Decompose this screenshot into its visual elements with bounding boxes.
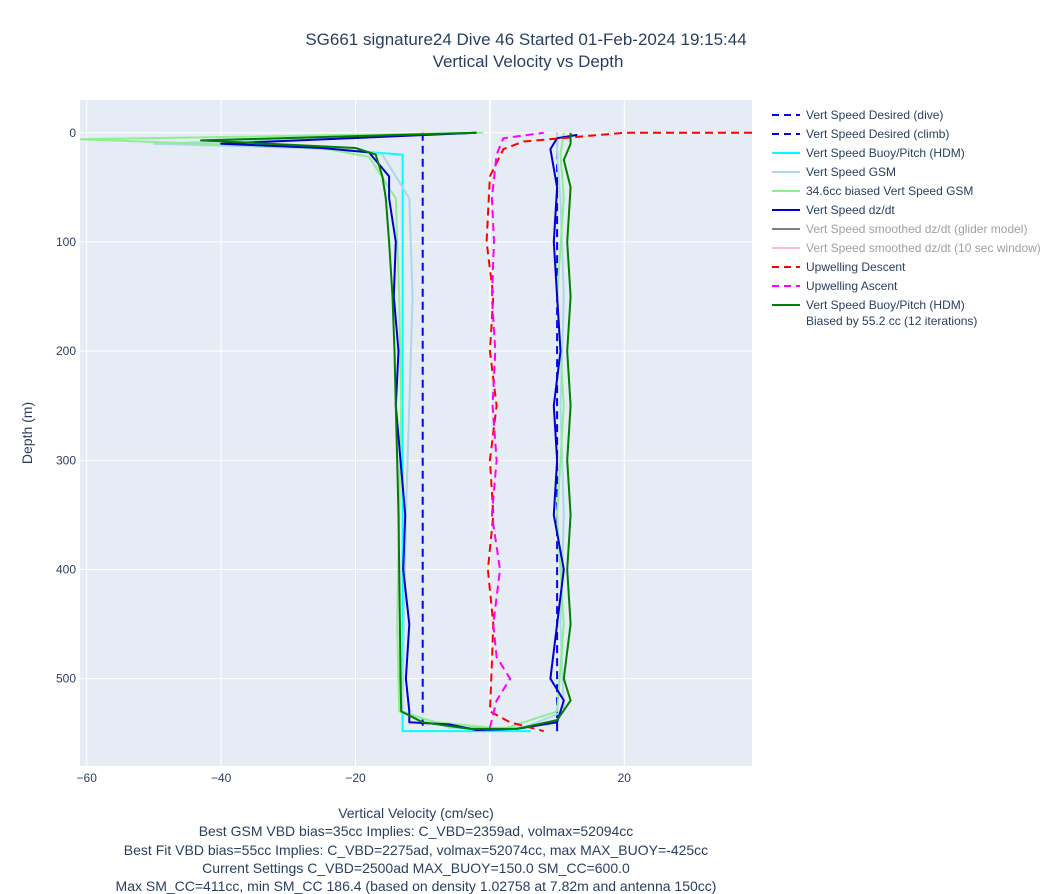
- legend-label: Upwelling Descent: [806, 260, 906, 274]
- y-tick-label: 100: [56, 235, 76, 249]
- legend-label: Vert Speed Buoy/Pitch (HDM): [806, 146, 965, 160]
- series-line-9: [488, 131, 544, 729]
- legend-label: Vert Speed dz/dt: [806, 203, 895, 217]
- legend-label: Vert Speed Desired (dive): [806, 108, 943, 122]
- legend-item[interactable]: 34.6cc biased Vert Speed GSM: [772, 184, 973, 198]
- x-tick-label: 0: [487, 771, 494, 785]
- chart-notes: Best GSM VBD bias=35cc Implies: C_VBD=23…: [116, 823, 717, 894]
- legend-label: Upwelling Ascent: [806, 279, 898, 293]
- y-axis-title: Depth (m): [19, 402, 35, 464]
- y-tick-label: 400: [56, 562, 76, 576]
- y-axis-ticks: 0 100 200 300 400 500: [56, 126, 76, 686]
- note-line: Max SM_CC=411cc, min SM_CC 186.4 (based …: [116, 878, 717, 894]
- legend-item[interactable]: Vert Speed dz/dt: [772, 203, 895, 217]
- note-line: Current Settings C_VBD=2500ad MAX_BUOY=1…: [202, 860, 630, 876]
- legend-item[interactable]: Vert Speed GSM: [772, 165, 896, 179]
- plot-area: [80, 100, 752, 766]
- legend-label: 34.6cc biased Vert Speed GSM: [806, 184, 973, 198]
- y-tick-label: 200: [56, 344, 76, 358]
- y-tick-label: 0: [69, 126, 76, 140]
- y-tick-label: 500: [56, 672, 76, 686]
- x-axis-title: Vertical Velocity (cm/sec): [338, 805, 494, 821]
- chart-title: SG661 signature24 Dive 46 Started 01-Feb…: [305, 30, 746, 49]
- legend-label-line2: Biased by 55.2 cc (12 iterations): [806, 314, 977, 328]
- grid: [80, 100, 752, 766]
- series-layer: [80, 131, 752, 733]
- legend-item[interactable]: Vert Speed Desired (climb): [772, 127, 949, 141]
- x-tick-label: −40: [211, 771, 232, 785]
- series-line-8: [485, 131, 752, 733]
- legend-item[interactable]: Vert Speed Desired (dive): [772, 108, 943, 122]
- legend-item[interactable]: Vert Speed Buoy/Pitch (HDM): [772, 146, 965, 160]
- legend[interactable]: Vert Speed Desired (dive) Vert Speed Desi…: [772, 108, 1041, 328]
- legend-item[interactable]: Vert Speed smoothed dz/dt (glider model): [772, 222, 1027, 236]
- legend-item[interactable]: Vert Speed Buoy/Pitch (HDM) Biased by 55.…: [772, 298, 977, 328]
- legend-item[interactable]: Upwelling Ascent: [772, 279, 898, 293]
- x-tick-label: −20: [345, 771, 366, 785]
- x-tick-label: −60: [77, 771, 98, 785]
- legend-item[interactable]: Vert Speed smoothed dz/dt (10 sec window…: [772, 241, 1041, 255]
- x-tick-label: 20: [618, 771, 632, 785]
- series-line-10: [200, 131, 572, 730]
- x-axis-ticks: −60 −40 −20 0 20: [77, 771, 632, 785]
- legend-label: Vert Speed Buoy/Pitch (HDM): [806, 298, 965, 312]
- legend-item[interactable]: Upwelling Descent: [772, 260, 906, 274]
- y-tick-label: 300: [56, 453, 76, 467]
- series-line-5: [220, 131, 578, 731]
- legend-label: Vert Speed GSM: [806, 165, 896, 179]
- legend-label: Vert Speed smoothed dz/dt (glider model): [806, 222, 1027, 236]
- chart-subtitle: Vertical Velocity vs Depth: [433, 52, 624, 71]
- legend-label: Vert Speed Desired (climb): [806, 127, 949, 141]
- note-line: Best GSM VBD bias=35cc Implies: C_VBD=23…: [199, 823, 634, 839]
- legend-label: Vert Speed smoothed dz/dt (10 sec window…: [806, 241, 1041, 255]
- note-line: Best Fit VBD bias=55cc Implies: C_VBD=22…: [124, 842, 708, 858]
